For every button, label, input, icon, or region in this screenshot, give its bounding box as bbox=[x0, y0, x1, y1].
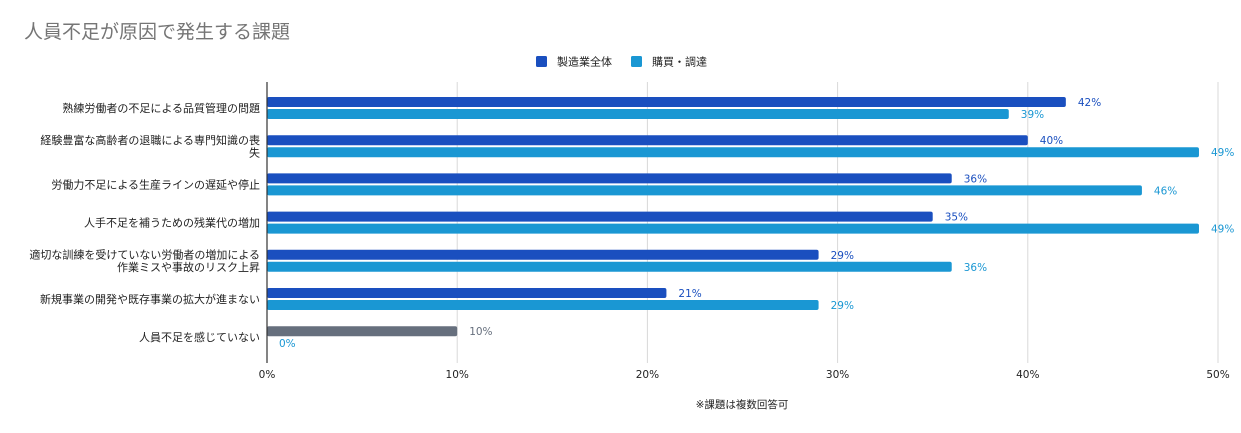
value-label-series-0-cat-0: 42% bbox=[1078, 97, 1101, 109]
value-label-series-1-cat-1: 49% bbox=[1211, 147, 1234, 159]
value-label-series-1-cat-6: 0% bbox=[279, 338, 296, 350]
bar-series-1-cat-5 bbox=[267, 300, 819, 310]
bar-series-0-cat-4 bbox=[267, 249, 819, 260]
x-tick-label: 0% bbox=[259, 369, 276, 381]
value-label-series-0-cat-1: 40% bbox=[1040, 135, 1063, 147]
value-label-series-1-cat-4: 36% bbox=[964, 262, 987, 274]
x-tick-label: 30% bbox=[826, 369, 849, 381]
category-label: 人員不足を感じていない bbox=[139, 331, 260, 344]
value-label-series-0-cat-5: 21% bbox=[678, 288, 701, 300]
value-label-series-1-cat-0: 39% bbox=[1021, 109, 1044, 121]
bar-series-1-cat-4 bbox=[267, 261, 952, 272]
x-tick-label: 50% bbox=[1206, 369, 1229, 381]
category-label: 適切な訓練を受けていない労働者の増加による bbox=[29, 248, 260, 262]
bar-series-0-cat-5 bbox=[267, 288, 667, 298]
category-label: 熟練労働者の不足による品質管理の問題 bbox=[62, 101, 260, 115]
legend-swatch-series-0 bbox=[536, 56, 547, 67]
bar-series-0-cat-3 bbox=[267, 211, 933, 222]
value-label-series-0-cat-6: 10% bbox=[469, 326, 492, 338]
value-label-series-1-cat-3: 49% bbox=[1211, 224, 1234, 236]
bar-series-0-cat-6 bbox=[267, 326, 458, 337]
category-label: 労働力不足による生産ラインの遅延や停止 bbox=[51, 177, 260, 191]
chart-title: 人員不足が原因で発生する課題 bbox=[24, 21, 290, 43]
bar-series-1-cat-2 bbox=[267, 185, 1142, 196]
footnote: ※課題は複数回答可 bbox=[696, 398, 789, 411]
legend-swatch-series-1 bbox=[631, 56, 642, 67]
x-tick-label: 20% bbox=[636, 369, 659, 381]
category-label: 新規事業の開発や既存事業の拡大が進まない bbox=[40, 292, 260, 306]
category-label: 経験豊富な高齢者の退職による専門知識の喪 bbox=[40, 133, 260, 147]
x-axis-tick-labels: 0% 10% 20% 30% 40% 50% bbox=[259, 369, 1230, 381]
gridlines bbox=[456, 82, 1219, 363]
category-labels: 熟練労働者の不足による品質管理の問題経験豊富な高齢者の退職による専門知識の喪失労… bbox=[29, 101, 260, 344]
bar-series-1-cat-0 bbox=[267, 109, 1009, 119]
value-label-series-0-cat-4: 29% bbox=[831, 250, 854, 262]
bar-series-0-cat-2 bbox=[267, 173, 952, 184]
category-label: 作業ミスや事故のリスク上昇 bbox=[117, 260, 260, 274]
legend: 製造業全体 購買・調達 bbox=[536, 55, 707, 69]
value-label-series-1-cat-5: 29% bbox=[831, 300, 854, 312]
legend-label-series-1: 購買・調達 bbox=[652, 55, 707, 69]
bar-series-0-cat-0 bbox=[267, 97, 1066, 107]
value-label-series-0-cat-3: 35% bbox=[945, 212, 968, 224]
value-label-series-1-cat-2: 46% bbox=[1154, 185, 1177, 197]
legend-label-series-0: 製造業全体 bbox=[557, 55, 612, 69]
bars bbox=[267, 97, 1199, 337]
value-labels: 42% 39% 40% 49% 36% 46% 35% 49% 29% 36% 21% 29% 10% 0… bbox=[279, 97, 1234, 350]
value-label-series-0-cat-2: 36% bbox=[964, 173, 987, 185]
bar-series-0-cat-1 bbox=[267, 135, 1028, 146]
category-label: 人手不足を補うための残業代の増加 bbox=[84, 216, 260, 230]
category-label: 失 bbox=[249, 146, 260, 159]
x-tick-label: 40% bbox=[1016, 369, 1039, 381]
bar-series-1-cat-3 bbox=[267, 223, 1199, 234]
bar-series-1-cat-1 bbox=[267, 147, 1199, 158]
x-tick-label: 10% bbox=[446, 369, 469, 381]
